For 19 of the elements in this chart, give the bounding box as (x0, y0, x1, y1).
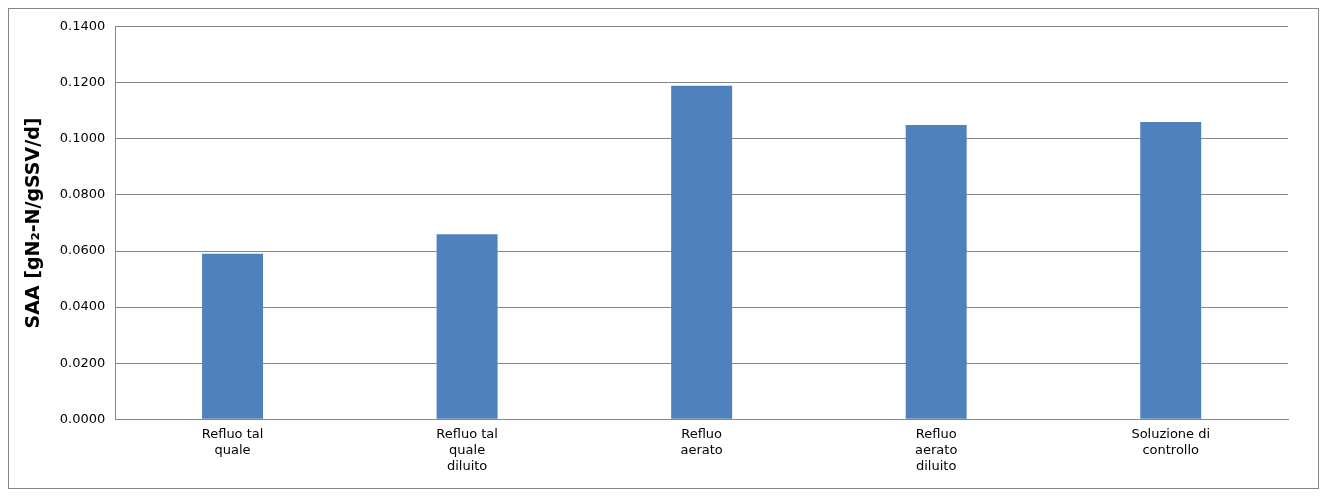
bar (905, 124, 967, 419)
y-tick-label: 0.0200 (59, 354, 106, 370)
y-tick-label: 0.0800 (59, 186, 106, 202)
bar (671, 85, 733, 419)
x-tick-label: Soluzione di controllo (1131, 426, 1211, 457)
y-tick-label: 0.0600 (59, 242, 106, 258)
y-tick-label: 0.1200 (59, 74, 106, 90)
x-tick-label: Refluo aerato diluito (915, 426, 958, 473)
y-tick-label: 0.1000 (59, 130, 106, 146)
y-tick-label: 0.0000 (59, 410, 106, 426)
x-tick-label: Refluo tal quale diluito (436, 426, 498, 473)
x-tick-label: Refluo aerato (680, 426, 723, 457)
y-axis-title: SAA [gN₂-N/gSSV/d] (21, 117, 44, 329)
y-tick-label: 0.1400 (59, 18, 106, 34)
bar (1140, 122, 1202, 419)
x-tick-label: Refluo tal quale (201, 426, 264, 457)
bar (202, 253, 264, 419)
y-tick-label: 0.0400 (59, 298, 106, 314)
bar (436, 234, 498, 419)
